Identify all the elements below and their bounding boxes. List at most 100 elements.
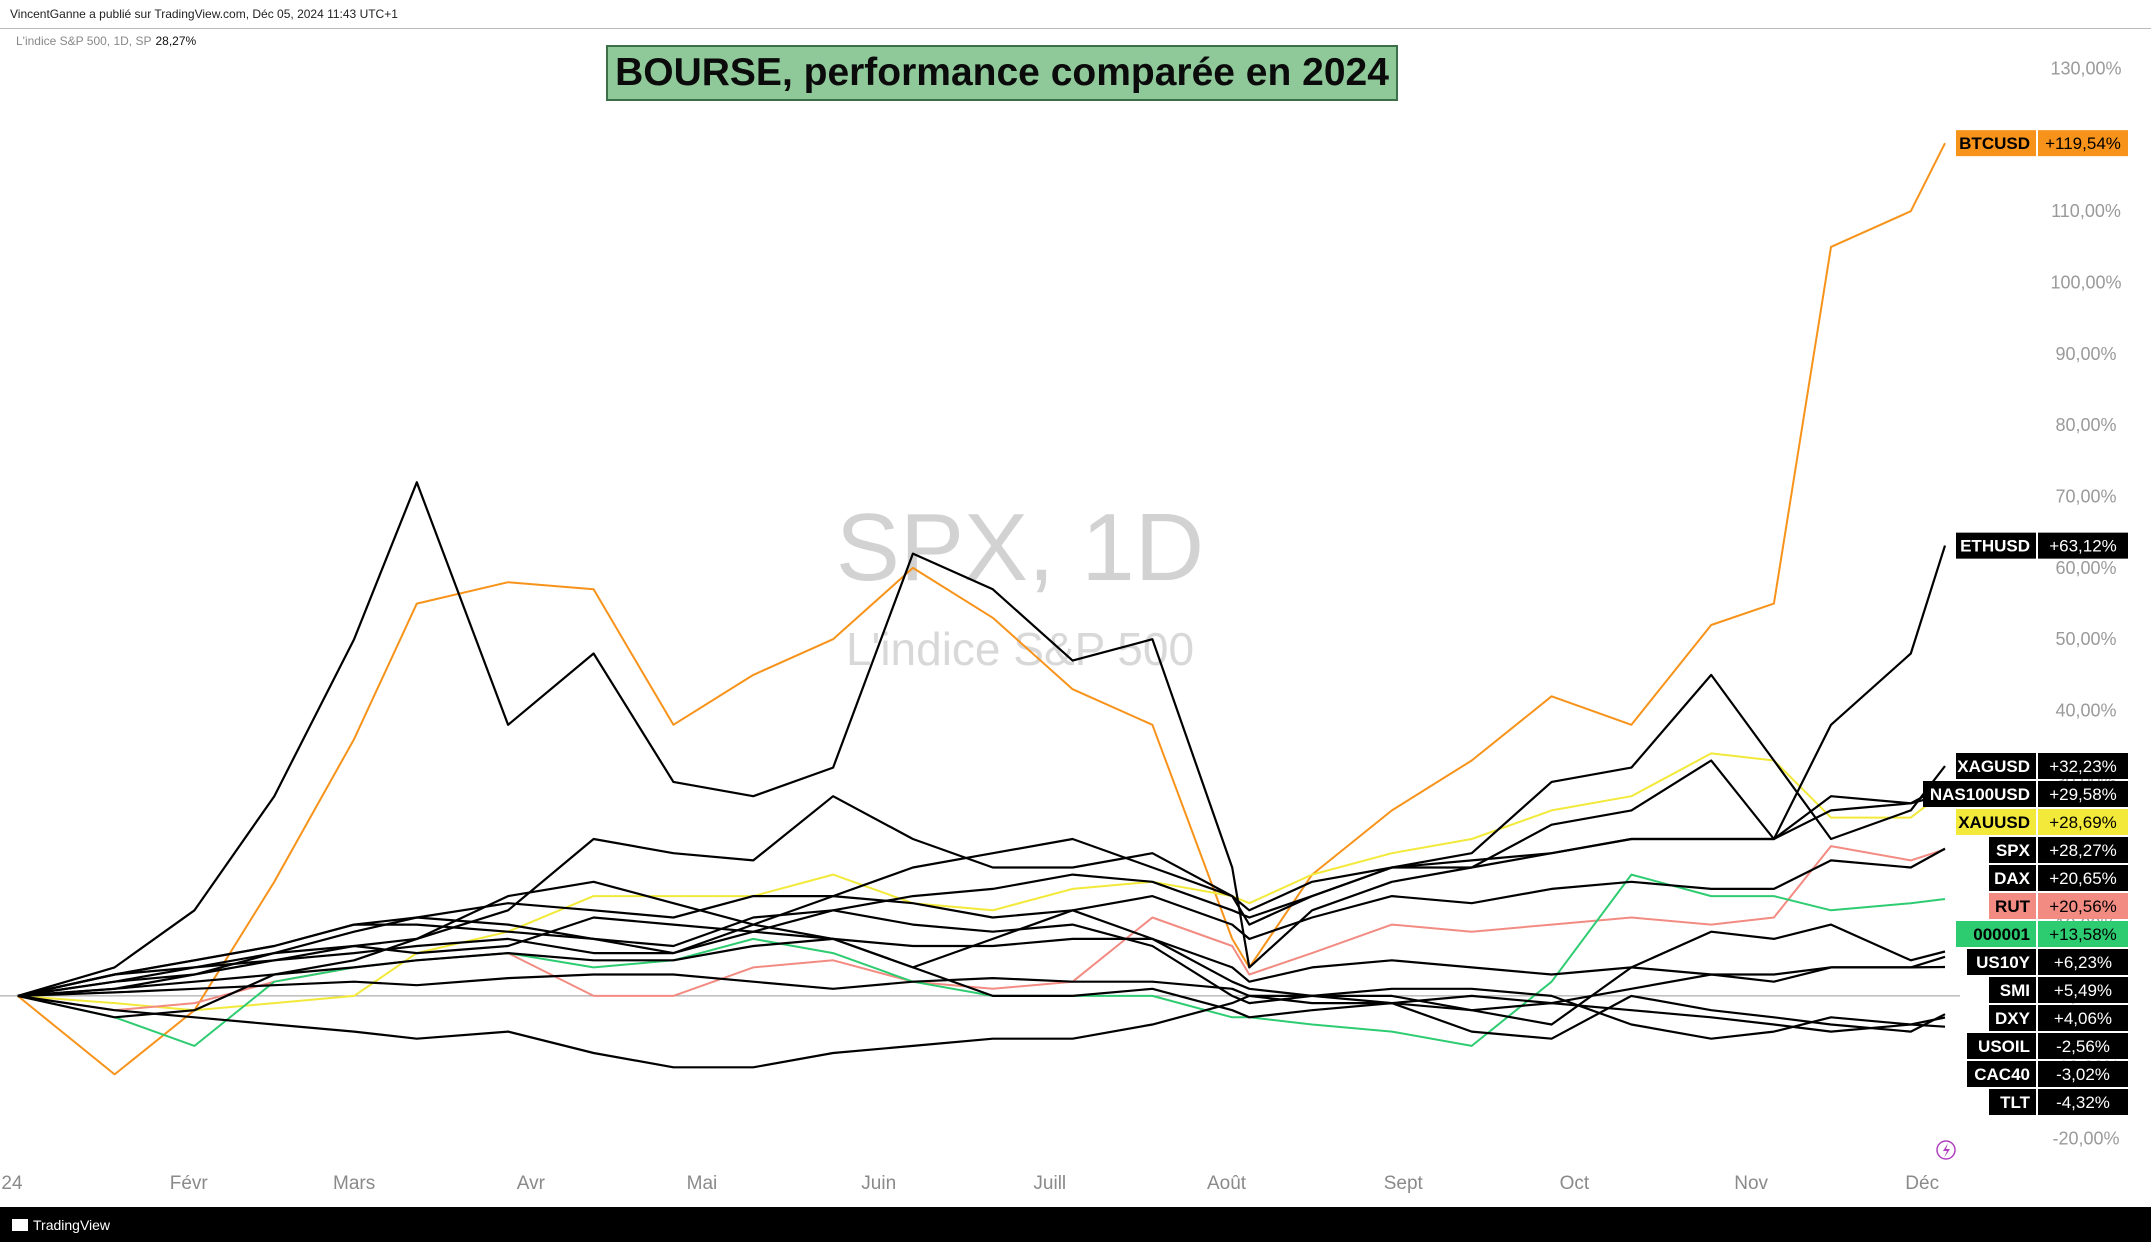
- label-symbol-bg: [1989, 1005, 2036, 1032]
- label-symbol: SMI: [2000, 981, 2030, 1000]
- label-symbol-bg: [1989, 977, 2036, 1004]
- label-value-bg: [2038, 130, 2128, 157]
- tradingview-brand[interactable]: TradingView: [12, 1217, 110, 1233]
- flash-icon[interactable]: [1936, 1140, 1956, 1160]
- series-label-xagusd: XAGUSD +32,23%: [1956, 753, 2128, 780]
- series-line-dxy: [17, 965, 1946, 1005]
- chart-svg: SPX, 1D L'indice S&P 500 130,00%120,00%1…: [0, 59, 2128, 1194]
- label-value: -4,32%: [2056, 1093, 2110, 1112]
- label-symbol: DAX: [1994, 869, 2031, 888]
- label-symbol-bg: [1989, 865, 2036, 892]
- label-symbol-bg: [1956, 809, 2036, 836]
- publisher-bar: VincentGanne a publié sur TradingView.co…: [0, 0, 2151, 29]
- label-value: +13,58%: [2049, 925, 2117, 944]
- label-value-bg: [2038, 532, 2128, 559]
- label-symbol-bg: [1989, 893, 2036, 920]
- watermark-name: L'indice S&P 500: [846, 623, 1194, 675]
- label-value-bg: [2038, 977, 2128, 1004]
- legend-label: L'indice S&P 500, 1D, SP: [16, 34, 152, 48]
- symbol-legend[interactable]: L'indice S&P 500, 1D, SP 28,27%: [16, 34, 196, 48]
- label-value: +28,69%: [2049, 813, 2117, 832]
- series-label-rut: RUT +20,56%: [1989, 893, 2128, 920]
- series-label-tlt: TLT -4,32%: [1989, 1089, 2128, 1116]
- footer-bar: TradingView: [0, 1207, 2151, 1242]
- y-tick-label: 90,00%: [2055, 344, 2116, 364]
- series-label-us10y: US10Y +6,23%: [1967, 949, 2128, 976]
- x-tick-label: 24: [1, 1173, 23, 1194]
- chart-panel[interactable]: [0, 29, 2151, 1207]
- label-value-bg: [2038, 1089, 2128, 1116]
- label-value: +20,65%: [2049, 869, 2117, 888]
- label-symbol: SPX: [1996, 841, 2031, 860]
- label-value: +32,23%: [2049, 757, 2117, 776]
- label-value-bg: [2038, 781, 2128, 808]
- label-symbol: US10Y: [1976, 953, 2031, 972]
- series-labels: BTCUSD +119,54% ETHUSD +63,12% XAGUSD +32,23%…: [1923, 130, 2128, 1116]
- label-value: -3,02%: [2056, 1065, 2110, 1084]
- label-symbol-bg: [1967, 1061, 2036, 1088]
- label-value-bg: [2038, 893, 2128, 920]
- label-value: +63,12%: [2049, 537, 2117, 556]
- label-value: +5,49%: [2054, 981, 2112, 1000]
- series-line-usoil: [17, 880, 1946, 1040]
- chart-title-box: BOURSE, performance comparée en 2024: [606, 45, 1398, 101]
- label-symbol: DXY: [1995, 1009, 2031, 1028]
- series-line-ethusd: [17, 481, 1947, 997]
- series-line-spx: [17, 793, 1946, 997]
- label-value: +119,54%: [2045, 134, 2121, 153]
- label-symbol: TLT: [2000, 1093, 2031, 1112]
- series-label-xauusd: XAUUSD +28,69%: [1956, 809, 2128, 836]
- legend-value: 28,27%: [155, 34, 197, 48]
- series-line-cac40: [17, 930, 1946, 1033]
- label-symbol-bg: [1923, 781, 2036, 808]
- label-value: +28,27%: [2049, 841, 2117, 860]
- x-tick-label: Août: [1207, 1173, 1247, 1194]
- brand-name: TradingView: [33, 1217, 111, 1233]
- label-symbol: NAS100USD: [1930, 785, 2030, 804]
- x-tick-label: Sept: [1384, 1173, 1424, 1194]
- x-tick-label: Mai: [687, 1173, 718, 1194]
- series-line-000001: [17, 873, 1946, 1047]
- label-symbol-bg: [1967, 949, 2036, 976]
- label-value: +6,23%: [2054, 953, 2112, 972]
- label-symbol-bg: [1956, 130, 2036, 157]
- series-label-dxy: DXY +4,06%: [1989, 1005, 2128, 1032]
- y-tick-label: 130,00%: [2050, 59, 2121, 79]
- label-value-bg: [2038, 809, 2128, 836]
- label-symbol: CAC40: [1974, 1065, 2030, 1084]
- series-line-xagusd: [17, 673, 1946, 1019]
- series-line-btcusd: [17, 142, 1946, 1076]
- y-tick-label: 80,00%: [2055, 415, 2116, 435]
- x-tick-label: Avr: [517, 1173, 546, 1194]
- series-label-dax: DAX +20,65%: [1989, 865, 2128, 892]
- x-axis[interactable]: 24 Févr Mars Avr Mai Juin Juill Août Sept Oct Nov D…: [1, 1173, 1939, 1194]
- x-tick-label: Juill: [1033, 1173, 1066, 1194]
- label-symbol-bg: [1956, 921, 2036, 948]
- x-tick-label: Déc: [1905, 1173, 1939, 1194]
- x-tick-label: Oct: [1560, 1173, 1590, 1194]
- label-symbol-bg: [1956, 532, 2036, 559]
- y-tick-label: 100,00%: [2050, 273, 2121, 293]
- y-tick-label: 40,00%: [2055, 701, 2116, 721]
- y-tick-label: -20,00%: [2052, 1129, 2119, 1149]
- publisher-line: VincentGanne a publié sur TradingView.co…: [10, 7, 398, 21]
- label-value-bg: [2038, 837, 2128, 864]
- label-value-bg: [2038, 1033, 2128, 1060]
- label-symbol: USOIL: [1978, 1037, 2030, 1056]
- series-lines: [17, 142, 1947, 1076]
- label-value-bg: [2038, 753, 2128, 780]
- chart-title: BOURSE, performance comparée en 2024: [615, 51, 1389, 94]
- label-symbol: XAGUSD: [1957, 757, 2030, 776]
- label-value-bg: [2038, 865, 2128, 892]
- series-label-usoil: USOIL -2,56%: [1967, 1033, 2128, 1060]
- series-label-btcusd: BTCUSD +119,54%: [1956, 130, 2128, 157]
- label-value-bg: [2038, 1005, 2128, 1032]
- label-symbol-bg: [1967, 1033, 2036, 1060]
- series-label-ethusd: ETHUSD +63,12%: [1956, 532, 2128, 559]
- series-line-xauusd: [17, 752, 1946, 1012]
- series-line-tlt: [17, 987, 1946, 1069]
- label-symbol: BTCUSD: [1959, 134, 2030, 153]
- label-value-bg: [2038, 949, 2128, 976]
- series-label-cac40: CAC40 -3,02%: [1967, 1061, 2128, 1088]
- series-label-nas100usd: NAS100USD +29,58%: [1923, 781, 2128, 808]
